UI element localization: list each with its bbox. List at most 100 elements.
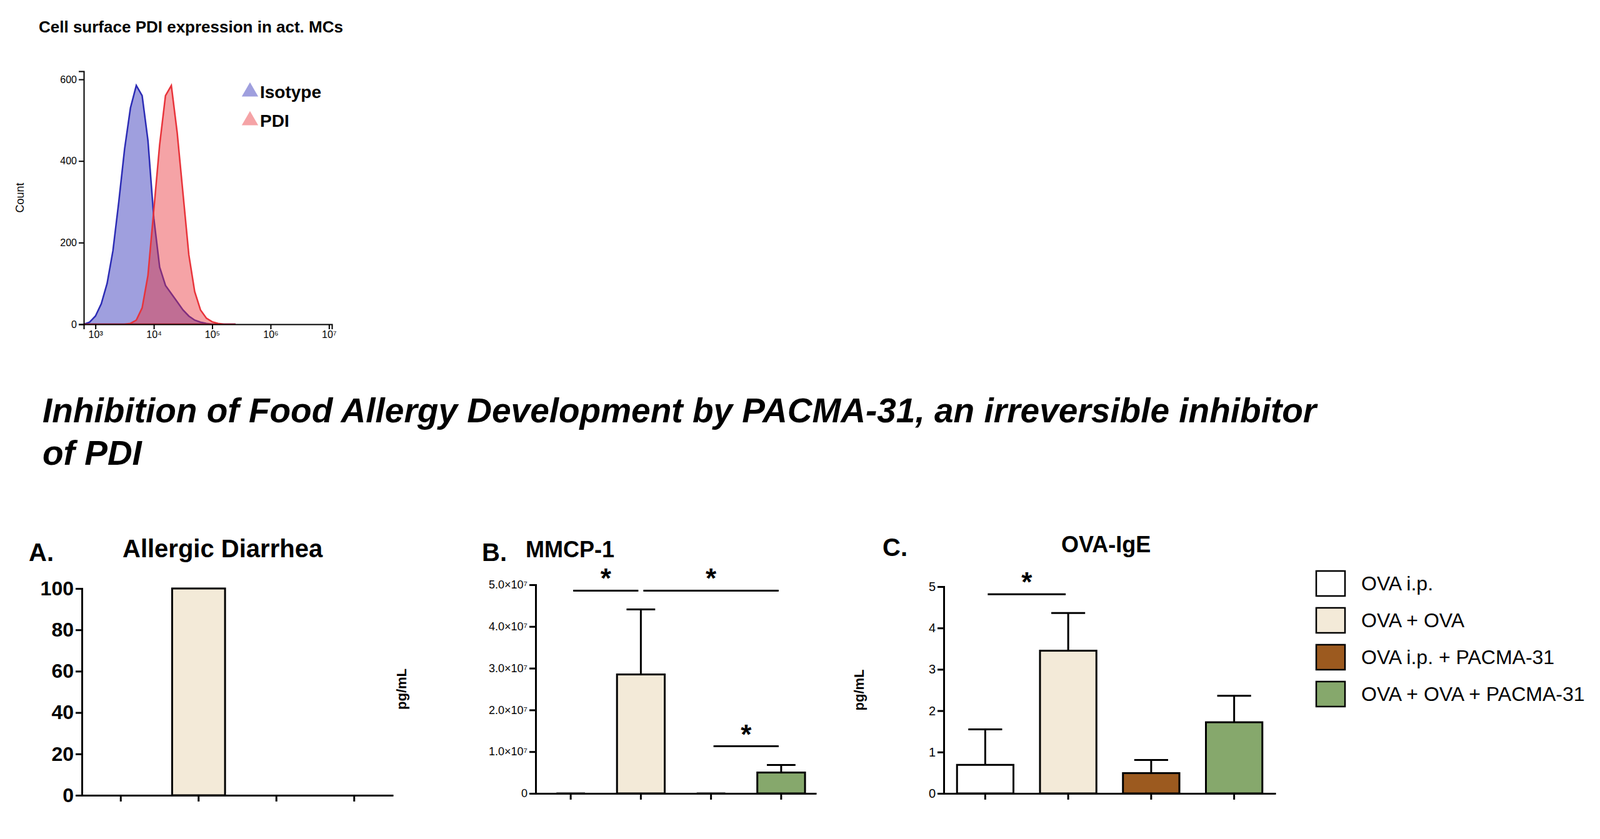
tick-label: 4	[928, 621, 936, 635]
tick-label: 60	[51, 660, 74, 683]
tick-label: 3	[928, 662, 936, 677]
tick-label: 0	[521, 787, 528, 800]
panel-label: A.	[28, 538, 54, 567]
tick-label: 1	[928, 745, 936, 760]
x-axis	[536, 793, 817, 800]
tick-label: 0	[62, 784, 74, 807]
legend-item: OVA + OVA + PACMA-31	[1316, 681, 1585, 707]
legend-label: Isotype	[260, 82, 322, 102]
tick-mark	[75, 795, 82, 797]
x-axis	[944, 793, 1277, 800]
significance-label: *	[1021, 566, 1033, 598]
y-axis: 0200400600	[60, 71, 84, 330]
legend-label: OVA + OVA	[1361, 609, 1465, 632]
tick-label: 0	[71, 319, 77, 330]
legend-item: OVA i.p. + PACMA-31	[1316, 645, 1555, 670]
bar	[1123, 773, 1180, 794]
legend: Isotype PDI	[241, 82, 322, 131]
tick: 60	[51, 660, 82, 683]
tick-label: 100	[40, 577, 74, 600]
y-axis: 012345	[928, 580, 945, 801]
tick-mark	[78, 160, 84, 162]
tick-label: 80	[51, 618, 74, 642]
y-axis-title: pg/mL	[393, 668, 410, 710]
error-bar	[968, 729, 1002, 765]
tick	[1068, 793, 1069, 800]
legend-label: PDI	[260, 111, 290, 131]
significance-label: *	[600, 563, 612, 594]
legend-label: OVA + OVA + PACMA-31	[1361, 683, 1585, 706]
tick: 1.0×10⁷	[488, 745, 536, 759]
panel-label: B.	[481, 538, 507, 567]
legend-label: OVA i.p. + PACMA-31	[1361, 646, 1555, 669]
significance-label: *	[705, 563, 717, 594]
chart-panel: A.Allergic Diarrhea020406080100	[28, 535, 394, 807]
axis-line	[78, 71, 85, 325]
tick: 2.0×10⁷	[488, 704, 536, 717]
tick-mark	[710, 793, 712, 800]
chart-panel: Cell surface PDI expression in act. MCs1…	[13, 17, 344, 340]
tick-mark	[1150, 793, 1152, 800]
plot-area	[956, 613, 1263, 794]
tick-label: 5.0×10⁷	[488, 578, 528, 592]
tick-label: 10⁷	[321, 329, 337, 340]
tick	[570, 793, 572, 800]
axis-line	[944, 793, 1277, 795]
plot-area	[556, 609, 805, 794]
tick-mark	[197, 795, 200, 802]
tick-mark	[529, 793, 536, 795]
tick-mark	[640, 793, 642, 800]
tick-label: 2.0×10⁷	[488, 704, 528, 717]
legend-marker	[241, 82, 259, 97]
tick-label: 3.0×10⁷	[488, 662, 528, 675]
tick	[985, 793, 986, 800]
x-axis	[82, 795, 394, 802]
tick-mark	[75, 753, 82, 756]
tick-mark	[1233, 793, 1235, 800]
y-axis-title: Count	[13, 182, 27, 213]
tick: 5.0×10⁷	[488, 578, 536, 592]
tick-mark	[529, 668, 536, 670]
tick-mark	[937, 586, 944, 589]
tick-mark	[275, 795, 278, 802]
tick	[1150, 793, 1152, 800]
error-bar	[766, 765, 796, 774]
series-area	[83, 85, 236, 325]
axis-line	[75, 589, 83, 797]
tick-label: 10³	[88, 329, 104, 340]
tick-mark	[570, 793, 572, 800]
tick-mark	[211, 324, 214, 330]
tick: 10⁷	[321, 324, 337, 340]
legend-marker	[241, 111, 259, 126]
bar	[757, 773, 805, 794]
tick-mark	[75, 670, 82, 673]
axis-line	[937, 587, 945, 795]
tick-mark	[937, 751, 944, 754]
tick: 4	[928, 621, 944, 635]
figure-title: Inhibition of Food Allergy Development b…	[42, 391, 1319, 473]
chart-panel: B.MMCP-101.0×10⁷2.0×10⁷3.0×10⁷4.0×10⁷5.0…	[393, 536, 817, 800]
legend-swatch	[1316, 608, 1345, 634]
tick: 4.0×10⁷	[488, 620, 536, 634]
tick-mark	[353, 795, 355, 802]
plot-area	[83, 85, 236, 325]
tick	[640, 793, 642, 800]
legend-label: OVA i.p.	[1361, 572, 1434, 595]
tick-label: 400	[60, 155, 77, 167]
tick-mark	[78, 79, 84, 81]
tick-mark	[984, 793, 987, 800]
tick: 80	[51, 618, 82, 642]
tick-label: 1.0×10⁷	[488, 745, 528, 759]
tick: 200	[60, 237, 84, 249]
error-bar	[1051, 613, 1085, 651]
error-bar	[626, 609, 655, 675]
tick-label: 200	[60, 237, 77, 249]
tick-mark	[75, 588, 82, 590]
bar	[171, 588, 225, 796]
tick	[353, 795, 355, 802]
tick: 10⁶	[263, 324, 279, 340]
tick	[710, 793, 712, 800]
legend: OVA i.p. OVA + OVA OVA i.p. + PACMA-31 OVA …	[1316, 571, 1585, 707]
tick: 5	[928, 580, 944, 594]
tick-label: 2	[928, 704, 936, 719]
